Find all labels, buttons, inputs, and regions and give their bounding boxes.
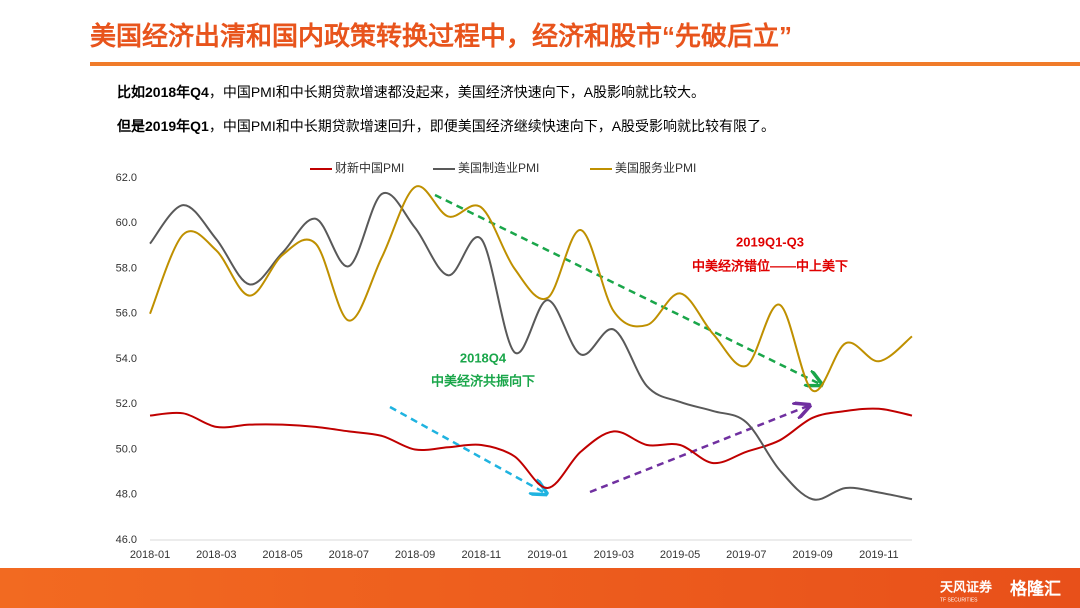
x-tick-label: 2019-01	[527, 549, 567, 561]
x-tick-label: 2019-11	[859, 549, 899, 561]
x-tick-label: 2019-05	[660, 549, 700, 561]
annotation: 中美经济共振向下	[431, 373, 535, 388]
text-bold: 比如2018年Q4	[117, 84, 209, 100]
y-tick-label: 62.0	[116, 172, 137, 184]
x-tick-label: 2018-07	[329, 549, 369, 561]
y-tick-label: 58.0	[116, 262, 137, 274]
text-bold: 但是2019年Q1	[116, 118, 209, 134]
x-tick-label: 2019-03	[594, 549, 634, 561]
footer-brand: 天风证券	[940, 579, 993, 594]
legend-label: 财新中国PMI	[335, 160, 404, 175]
y-tick-label: 56.0	[116, 308, 137, 320]
y-tick-label: 48.0	[116, 489, 137, 501]
x-tick-label: 2018-01	[130, 549, 170, 561]
x-tick-label: 2019-07	[726, 549, 766, 561]
text-rest: ，中国PMI和中长期贷款增速回升，即便美国经济继续快速向下，A股受影响就比较有限…	[209, 118, 775, 134]
y-tick-label: 54.0	[116, 353, 137, 365]
slide-title: 美国经济出清和国内政策转换过程中，经济和股市“先破后立”	[90, 21, 792, 51]
series-line	[149, 185, 913, 392]
y-tick-label: 60.0	[116, 217, 137, 229]
y-tick-label: 50.0	[116, 443, 137, 455]
text-line: 但是2019年Q1，中国PMI和中长期贷款增速回升，即便美国经济继续快速向下，A…	[116, 118, 775, 134]
legend-label: 美国服务业PMI	[615, 160, 696, 175]
x-tick-label: 2018-09	[395, 549, 435, 561]
y-tick-label: 46.0	[116, 534, 137, 546]
x-tick-label: 2019-09	[792, 549, 832, 561]
footer-bar	[0, 568, 1080, 608]
legend-label: 美国制造业PMI	[458, 161, 539, 175]
x-tick-label: 2018-03	[196, 549, 236, 561]
title-rule	[90, 62, 1080, 66]
x-tick-label: 2018-05	[262, 549, 302, 561]
arrow	[589, 406, 808, 494]
footer-watermark: 格隆汇	[1010, 578, 1061, 598]
x-tick-label: 2018-11	[462, 549, 502, 561]
annotation: 中美经济错位——中上美下	[692, 258, 848, 273]
series-line	[149, 191, 913, 501]
text-line: 比如2018年Q4，中国PMI和中长期贷款增速都没起来，美国经济快速向下，A股影…	[117, 84, 705, 100]
footer-brand-en: TF SECURITIES	[940, 597, 978, 603]
annotation: 2019Q1-Q3	[736, 234, 804, 249]
y-tick-label: 52.0	[116, 398, 137, 410]
arrow	[389, 405, 545, 493]
annotation: 2018Q4	[460, 350, 507, 365]
series-line	[149, 407, 913, 489]
text-rest: ，中国PMI和中长期贷款增速都没起来，美国经济快速向下，A股影响就比较大。	[209, 84, 705, 100]
